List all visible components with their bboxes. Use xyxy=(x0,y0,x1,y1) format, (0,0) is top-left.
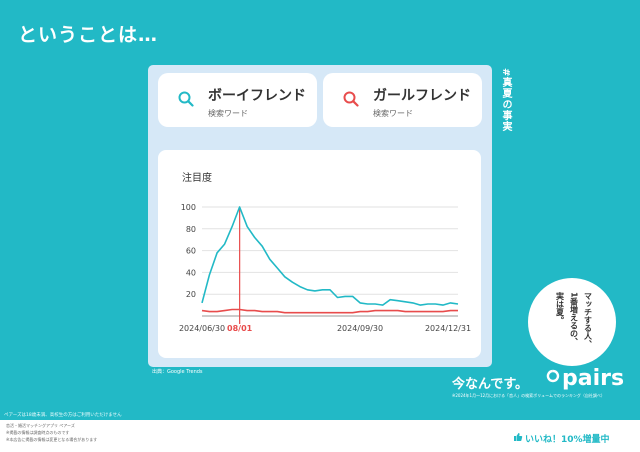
search-subtitle: 検索ワード xyxy=(373,109,413,118)
headline: ということは… xyxy=(18,24,159,46)
search-subtitle: 検索ワード xyxy=(208,109,248,118)
y-tick-label: 80 xyxy=(186,225,196,234)
search-icon xyxy=(178,91,194,107)
series-line-2 xyxy=(201,308,458,314)
series-line-1 xyxy=(201,206,459,306)
speech-bubble: マッチする人、 1番増えるの、 実は夏。 xyxy=(528,278,616,366)
footer-line: 恋活・婚活マッチングアプリ ペアーズ xyxy=(6,423,75,428)
card-girlfriend[interactable]: ガールフレンド 検索ワード xyxy=(323,73,482,127)
footer-line: ※本広告に掲載の情報は変更となる場合があります xyxy=(6,437,98,442)
y-tick-label: 60 xyxy=(186,247,196,256)
chart-ylabel: 注目度 xyxy=(182,173,212,184)
footer-line: ※掲載の情報は調査時点のものです xyxy=(6,430,70,435)
card-boyfriend[interactable]: ボーイフレンド 検索ワード xyxy=(158,73,317,127)
search-icon xyxy=(343,91,359,107)
bottom-bar: 恋活・婚活マッチングアプリ ペアーズ ※掲載の情報は調査時点のものです ※本広告… xyxy=(0,420,640,452)
footer-note-top: ペアーズは18歳未満、高校生の方はご利用いただけません xyxy=(4,413,122,418)
y-tick-label: 20 xyxy=(186,290,196,299)
hashtag: #真夏の事実 xyxy=(500,68,511,133)
promo-badge: いいね！10%増量中 xyxy=(525,435,610,445)
bubble-line: 1番増えるの、 xyxy=(569,292,579,346)
x-tick-label: 2024/06/30 xyxy=(179,324,225,333)
x-tick-label: 08/01 xyxy=(227,324,253,333)
x-tick-label: 2024/09/30 xyxy=(337,324,383,333)
search-term: ガールフレンド xyxy=(373,88,471,104)
y-tick-label: 40 xyxy=(186,268,196,277)
brand-logo: pairs xyxy=(562,366,625,391)
y-tick-label: 100 xyxy=(181,203,196,212)
search-term: ボーイフレンド xyxy=(208,88,306,104)
note-right: ※2024年1月〜12月における「恋人」の検索ボリュームでのランキング（自社調べ… xyxy=(452,393,605,398)
bubble-line: マッチする人、 xyxy=(583,292,593,348)
search-panel: ボーイフレンド 検索ワード ガールフレンド 検索ワード 注目度 20 40 60 80… xyxy=(148,65,492,367)
x-tick-label: 2024/12/31 xyxy=(425,324,471,333)
pairs-logo-icon xyxy=(546,369,560,383)
chart-card: 注目度 20 40 60 80 100 2024/06/30 08/01 2024/09/30… xyxy=(158,150,481,358)
source-note: 出典：Google Trends xyxy=(152,369,203,375)
trend-chart: 20 40 60 80 100 2024/06/30 08/01 2024/09/30 2024… xyxy=(179,203,471,333)
tagline: 今なんです。 xyxy=(452,377,529,392)
thumbs-up-icon xyxy=(514,433,523,441)
bubble-text: マッチする人、 1番増えるの、 実は夏。 xyxy=(555,291,593,348)
bubble-line: 実は夏。 xyxy=(555,291,565,324)
